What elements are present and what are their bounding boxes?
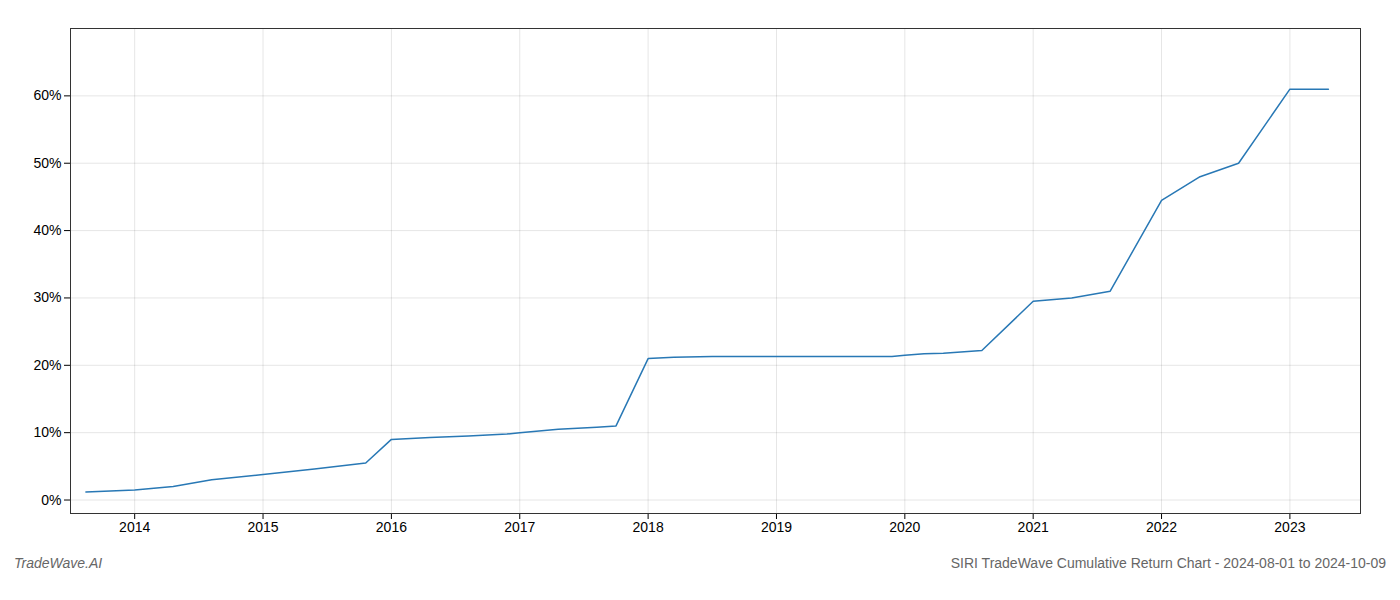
svg-text:2022: 2022: [1146, 519, 1177, 535]
svg-text:2019: 2019: [761, 519, 792, 535]
svg-text:2014: 2014: [119, 519, 150, 535]
svg-text:50%: 50%: [33, 155, 61, 171]
svg-text:30%: 30%: [33, 289, 61, 305]
svg-text:2017: 2017: [504, 519, 535, 535]
svg-text:2023: 2023: [1274, 519, 1305, 535]
svg-text:0%: 0%: [41, 492, 61, 508]
svg-text:20%: 20%: [33, 357, 61, 373]
svg-text:10%: 10%: [33, 424, 61, 440]
svg-text:40%: 40%: [33, 222, 61, 238]
html-text:SIRI TradeWave Cumulative Retu: SIRI TradeWave Cumulative Return Chart -…: [950, 555, 1386, 571]
svg-text:2018: 2018: [633, 519, 664, 535]
svg-text:60%: 60%: [33, 87, 61, 103]
svg-text:2021: 2021: [1018, 519, 1049, 535]
svg-text:2016: 2016: [376, 519, 407, 535]
svg-text:2020: 2020: [889, 519, 920, 535]
html-text:TradeWave.AI: TradeWave.AI: [14, 555, 103, 571]
svg-text:2015: 2015: [247, 519, 278, 535]
